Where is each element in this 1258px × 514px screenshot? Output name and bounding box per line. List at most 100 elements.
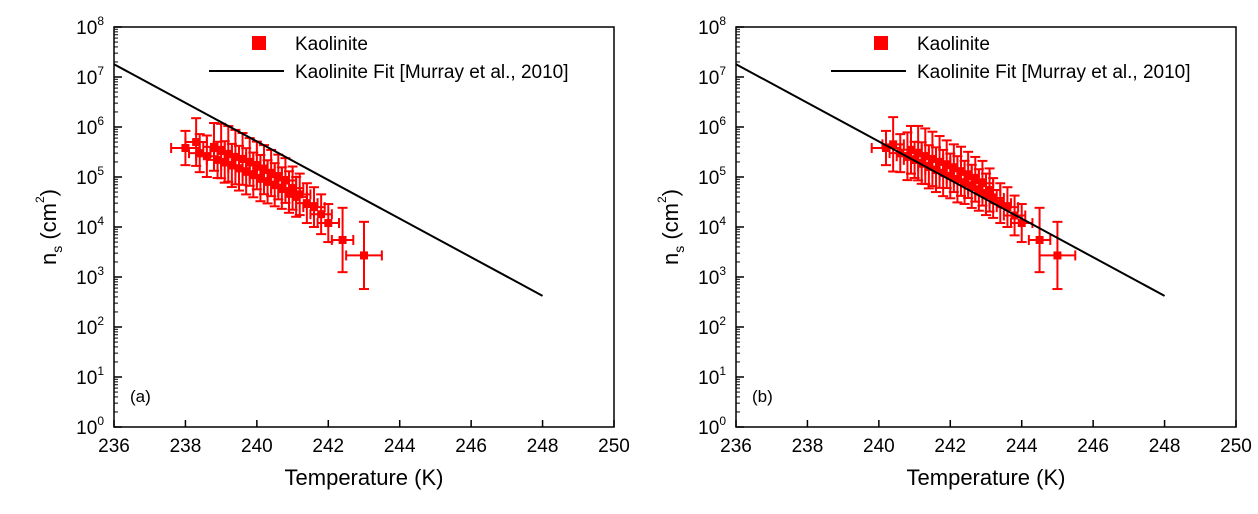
data-point — [252, 161, 261, 170]
y-tick-exponent: 7 — [97, 64, 104, 78]
data-point — [942, 160, 951, 169]
y-tick-base: 10 — [698, 368, 719, 389]
y-tick-label: 106 — [76, 114, 104, 139]
panel-a: 236 238 240 242 244 246 248 2501001011021031041… — [33, 14, 630, 490]
x-tick-label: 246 — [455, 436, 487, 457]
y-label-subscript: s — [49, 246, 65, 253]
data-point — [982, 190, 990, 199]
y-tick-exponent: 6 — [97, 114, 104, 128]
panel-label: (a) — [130, 387, 151, 406]
y-label-main: n — [658, 253, 683, 265]
legend: Kaolinite Kaolinite Fit [Murray et al., 2… — [831, 34, 1191, 83]
data-point — [989, 194, 998, 203]
data-point — [231, 153, 240, 162]
data-point — [227, 161, 236, 170]
data-point — [324, 219, 333, 228]
data-point — [260, 165, 268, 174]
data-point — [256, 174, 265, 183]
y-tick-label: 105 — [76, 164, 104, 189]
y-tick-base: 10 — [698, 118, 719, 139]
x-axis-label: Temperature (K) — [907, 465, 1066, 490]
y-tick-label: 107 — [698, 64, 726, 89]
legend-label-kaolinite: Kaolinite — [295, 34, 368, 55]
y-tick-base: 10 — [698, 168, 719, 189]
x-tick-label: 248 — [527, 436, 559, 457]
x-tick-label: 244 — [384, 436, 416, 457]
y-tick-exponent: 8 — [97, 14, 104, 28]
y-tick-label: 107 — [76, 64, 104, 89]
y-axis-label: ns (cm2) — [33, 189, 65, 265]
y-tick-label: 108 — [76, 14, 104, 39]
data-point — [317, 210, 326, 219]
y-tick-base: 10 — [76, 168, 97, 189]
y-tick-label: 102 — [76, 314, 104, 339]
data-point — [195, 149, 204, 158]
y-tick-label: 105 — [698, 164, 726, 189]
fit-line — [114, 63, 544, 297]
y-tick-base: 10 — [76, 18, 97, 39]
data-point — [245, 157, 254, 166]
y-tick-exponent: 6 — [719, 114, 726, 128]
data-point — [267, 169, 276, 178]
x-tick-label: 240 — [863, 436, 895, 457]
data-point — [971, 175, 980, 184]
data-point — [978, 179, 987, 188]
data-point — [985, 185, 994, 194]
y-tick-base: 10 — [76, 418, 97, 439]
y-tick-base: 10 — [698, 268, 719, 289]
legend-label-kaolinite: Kaolinite — [917, 34, 990, 55]
data-point — [235, 164, 243, 173]
plot-area — [736, 63, 1166, 297]
y-tick-label: 100 — [698, 414, 726, 439]
x-tick-label: 242 — [312, 436, 344, 457]
data-point — [921, 152, 930, 161]
y-tick-exponent: 4 — [97, 214, 104, 228]
y-tick-base: 10 — [698, 68, 719, 89]
panel-label: (b) — [752, 387, 773, 406]
series-kaolinite — [870, 116, 1077, 291]
x-tick-label: 240 — [241, 436, 273, 457]
x-tick-label: 236 — [720, 436, 752, 457]
data-point — [217, 147, 226, 156]
y-tick-exponent: 3 — [719, 264, 726, 278]
data-point — [274, 173, 283, 181]
y-tick-base: 10 — [698, 18, 719, 39]
y-tick-exponent: 0 — [719, 414, 726, 428]
data-point — [996, 199, 1005, 208]
y-tick-exponent: 0 — [97, 414, 104, 428]
y-label-unit-close: ) — [658, 189, 683, 196]
y-tick-exponent: 4 — [719, 214, 726, 228]
data-point — [907, 145, 915, 154]
data-point — [1053, 251, 1062, 260]
y-tick-base: 10 — [698, 418, 719, 439]
y-tick-exponent: 3 — [97, 264, 104, 278]
y-tick-exponent: 2 — [719, 314, 726, 328]
y-tick-exponent: 8 — [719, 14, 726, 28]
data-point — [295, 190, 304, 199]
y-tick-label: 102 — [698, 314, 726, 339]
y-tick-label: 101 — [698, 364, 726, 389]
x-tick-label: 250 — [1220, 436, 1252, 457]
x-axis-label: Temperature (K) — [285, 465, 444, 490]
y-label-unit-open: (cm — [36, 203, 61, 246]
y-tick-base: 10 — [76, 368, 97, 389]
data-point — [192, 138, 201, 147]
x-tick-label: 248 — [1149, 436, 1181, 457]
data-point — [964, 170, 973, 179]
legend-marker-kaolinite — [874, 36, 888, 50]
legend-label-fit: Kaolinite Fit [Murray et al., 2010] — [917, 62, 1191, 83]
x-tick-label: 236 — [98, 436, 130, 457]
data-point — [224, 149, 233, 158]
data-point — [928, 154, 937, 163]
y-tick-exponent: 5 — [719, 164, 726, 178]
data-point — [213, 155, 222, 164]
y-label-subscript: s — [671, 246, 687, 253]
data-point — [1017, 219, 1026, 228]
data-point — [281, 176, 290, 185]
y-label-unit-exponent: 2 — [33, 196, 47, 203]
data-point — [288, 184, 297, 193]
y-tick-label: 103 — [698, 264, 726, 289]
legend-label-fit: Kaolinite Fit [Murray et al., 2010] — [295, 62, 569, 83]
data-point — [1035, 235, 1044, 244]
